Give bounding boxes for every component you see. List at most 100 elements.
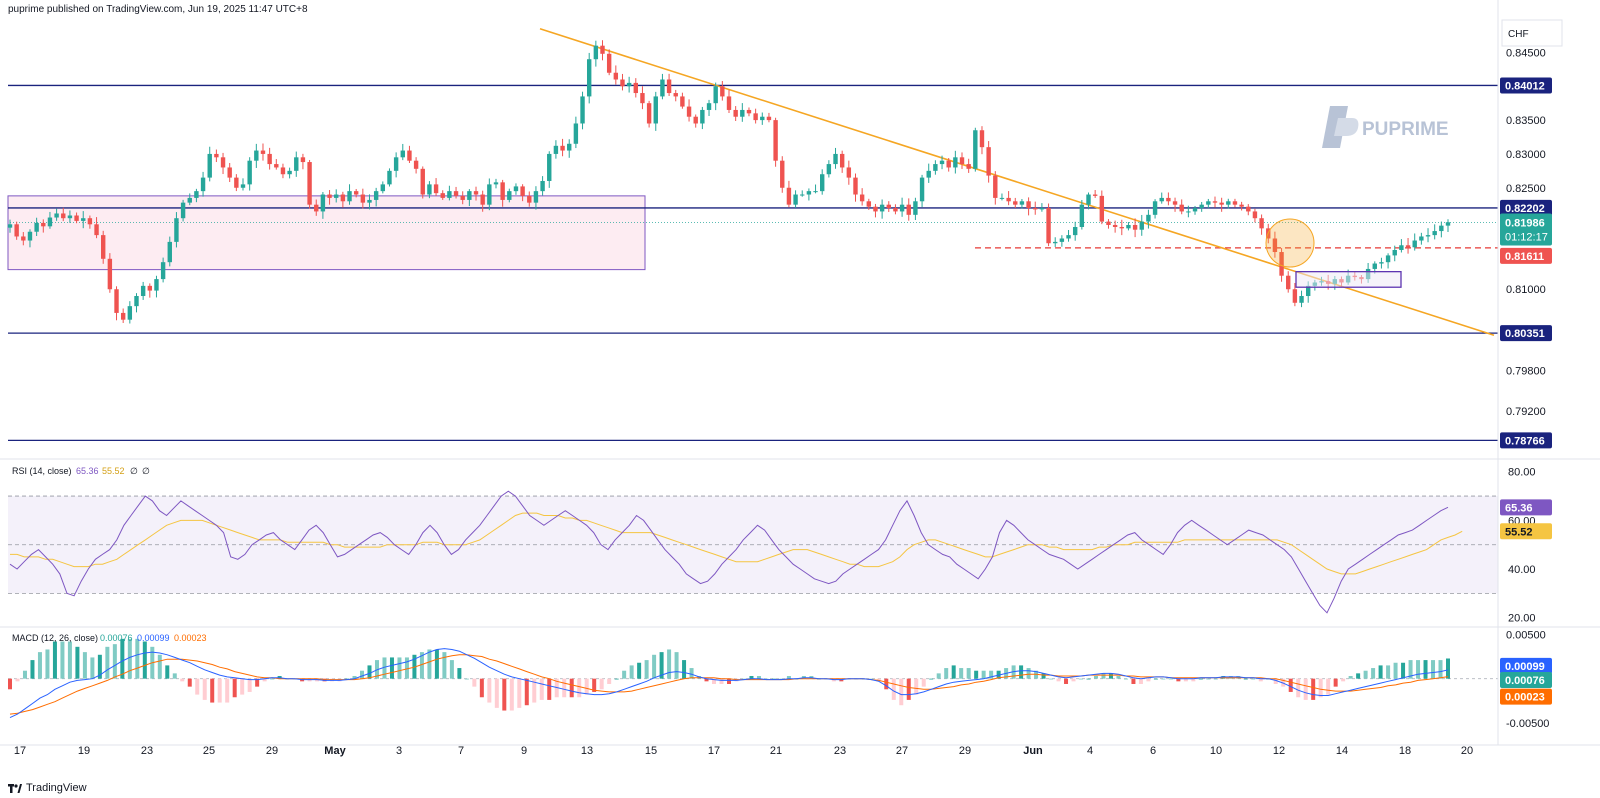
macd-histogram-bar: [180, 678, 185, 682]
macd-histogram-bar: [37, 652, 42, 679]
candle: [54, 213, 59, 218]
macd-histogram-bar: [532, 678, 537, 703]
candle: [547, 153, 552, 181]
macd-histogram-bar: [442, 652, 447, 679]
price-axis[interactable]: CHF 0.84500 0.83500 0.83000 0.82500 0.81000 0.…: [0, 0, 1600, 746]
candle: [1399, 245, 1404, 251]
time-tick-label: 3: [396, 745, 402, 757]
candle: [334, 194, 339, 198]
macd-histogram-bar: [951, 665, 956, 679]
macd-histogram-bar: [756, 676, 761, 679]
time-tick-label: 21: [770, 745, 782, 757]
candle: [1033, 208, 1038, 210]
candle: [1172, 201, 1178, 205]
macd-histogram-bar: [689, 668, 694, 679]
time-tick-label: 13: [581, 745, 593, 757]
macd-histogram-bar: [1431, 660, 1436, 679]
macd-histogram-bar: [352, 676, 357, 679]
macd-histogram-bar: [1318, 678, 1323, 698]
price-tick-label: 0.79800: [1506, 365, 1546, 377]
candle: [933, 164, 938, 171]
macd-histogram-bar: [1386, 665, 1391, 679]
macd-histogram-bar: [240, 678, 245, 695]
candle: [906, 204, 911, 215]
level-label-box: [1500, 432, 1552, 449]
candle: [959, 157, 965, 165]
macd-histogram-bar: [389, 657, 394, 679]
watermark-text: PUPRIME: [1362, 119, 1449, 140]
candle: [1292, 289, 1298, 303]
candle: [1186, 211, 1191, 213]
macd-histogram-bar: [232, 678, 237, 698]
rsi-tick-label: 20.00: [1508, 613, 1536, 625]
candle: [553, 145, 559, 154]
candle: [593, 45, 599, 60]
macd-histogram-bar: [434, 649, 439, 679]
macd-histogram-bar: [22, 670, 27, 679]
candle: [1119, 226, 1124, 229]
candle: [373, 191, 379, 200]
candle: [187, 197, 192, 203]
macd-histogram-bar: [45, 649, 50, 679]
candle: [633, 82, 638, 94]
macd-histogram-bar: [974, 670, 979, 679]
candle: [886, 204, 891, 209]
candle: [140, 285, 146, 297]
candle: [427, 184, 432, 195]
rsi-pane[interactable]: RSI (14, close) 65.36 55.52 ∅ ∅: [8, 466, 1498, 614]
candle: [1006, 197, 1011, 202]
time-tick-label: 27: [896, 745, 908, 757]
candle: [1126, 224, 1131, 229]
candle: [507, 191, 512, 200]
time-tick-label: 17: [708, 745, 720, 757]
candle: [1232, 201, 1238, 205]
candle: [527, 195, 532, 203]
candle: [413, 160, 419, 169]
candle: [1372, 263, 1377, 269]
time-tick-label: 10: [1210, 745, 1222, 757]
price-pane[interactable]: PUPRIME: [7, 28, 1498, 442]
candle: [919, 177, 925, 202]
macd-histogram-bar: [82, 652, 87, 679]
macd-hist-value: 0.00076: [100, 633, 133, 643]
candle: [1279, 252, 1284, 276]
candle: [307, 162, 312, 205]
candle: [360, 194, 366, 203]
macd-pane[interactable]: MACD (12, 26, close) 0.00076 0.00099 0.0002…: [8, 633, 1498, 719]
candle: [167, 241, 172, 263]
candle: [1072, 226, 1078, 236]
candle: [1252, 211, 1258, 219]
candle: [1212, 201, 1218, 203]
candle: [1199, 204, 1204, 209]
time-tick-label: 12: [1273, 745, 1285, 757]
candle: [327, 194, 332, 198]
candle: [700, 109, 705, 124]
macd-histogram-bar: [1333, 678, 1338, 687]
macd-histogram-bar: [1408, 660, 1413, 679]
macd-histogram-bar: [592, 678, 597, 692]
current-price-label: 0.81986: [1505, 218, 1545, 230]
candle: [746, 109, 752, 114]
macd-histogram-bar: [1401, 662, 1406, 679]
candle: [260, 150, 266, 154]
candle: [207, 153, 212, 178]
rsi-last-label-box: [1500, 499, 1552, 516]
macd-tick-label: 0.00500: [1506, 629, 1546, 641]
candle: [180, 202, 186, 219]
time-axis[interactable]: 17 19 23 25 29 May 3 7 9 13 15 17 21 23 27 29 Jun 4 6 10 12 1…: [14, 745, 1473, 757]
candle: [1013, 201, 1018, 205]
candle: [1439, 225, 1444, 232]
macd-histogram-bar: [584, 678, 589, 695]
time-tick-label: 25: [203, 745, 215, 757]
candle: [174, 218, 179, 242]
level-label-box: [1500, 199, 1552, 216]
candle: [1106, 221, 1111, 225]
countdown-label: 01:12:17: [1505, 232, 1548, 244]
macd-histogram-bar: [929, 678, 934, 680]
signal-last-label: 0.00023: [1505, 692, 1545, 704]
candle: [353, 191, 359, 195]
candle: [1112, 224, 1118, 227]
candle: [1079, 204, 1085, 227]
tradingview-footer[interactable]: TradingView: [8, 781, 87, 795]
